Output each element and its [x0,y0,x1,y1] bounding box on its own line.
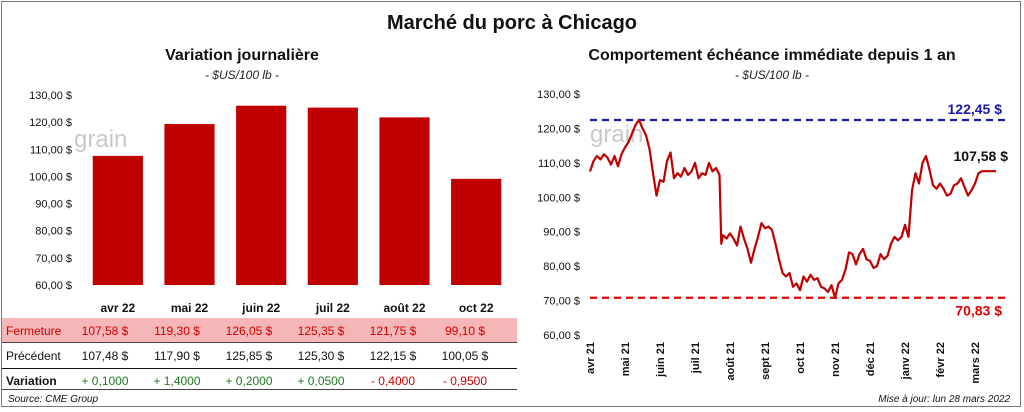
variation-cell: - 0,4000 [370,374,416,388]
left-bar-chart: grain 60,00 $ 70,00 $ 80,00 $ 90,00 $ 100,00 … [29,90,502,315]
y-tick-label: 80,00 $ [35,226,72,238]
x-tick-label: mai 21 [620,342,632,376]
y-tick-label: 60,00 $ [35,280,72,292]
variation-cell: + 0,1000 [81,374,129,388]
y-tick-label: 90,00 $ [35,199,72,211]
variation-cell: + 0,2000 [225,374,273,388]
x-tick-label: mars 22 [970,342,982,384]
x-tick-label: juin 21 [655,342,667,378]
left-chart-unit: - $US/100 lb - [204,68,280,82]
y-tick-label: 70,00 $ [35,253,72,265]
x-tick-label: févr 22 [935,342,947,377]
row-divider [2,342,517,343]
bar [236,105,287,285]
watermark-text: grain [74,126,127,153]
x-tick-label: oct 22 [459,301,494,315]
x-tick-label: oct 21 [795,342,807,374]
price-line [588,118,996,299]
x-tick-label: janv 22 [900,342,912,380]
footer-update: Mise à jour: lun 28 mars 2022 [878,394,1010,405]
left-chart-title: Variation journalière [165,47,319,64]
x-tick-label: juil 21 [690,342,702,374]
fermeture-cell: 126,05 $ [225,324,273,338]
y-tick-label: 130,00 $ [537,89,580,101]
bar [451,178,502,285]
price-table: Fermeture Précédent Variation 107,58 $ 1… [2,314,522,394]
bar [307,107,358,285]
y-tick-label: 100,00 $ [537,192,580,204]
precedent-cell: 100,05 $ [441,349,489,363]
footer-source: Source: CME Group [8,394,99,405]
variation-cell: - 0,9500 [442,374,488,388]
y-tick-label: 120,00 $ [537,123,580,135]
row-label-variation: Variation [6,374,57,388]
y-tick-label: 120,00 $ [29,117,72,129]
row-label-fermeture: Fermeture [6,324,62,338]
precedent-cell: 117,90 $ [154,349,200,363]
row-divider [2,389,517,390]
precedent-cell: 107,48 $ [81,349,129,363]
fermeture-cell: 107,58 $ [81,324,129,338]
fermeture-cell: 99,10 $ [444,324,486,338]
y-tick-label: 80,00 $ [543,261,580,273]
bar [164,124,215,286]
y-tick-label: 70,00 $ [543,296,580,308]
row-divider [2,368,517,369]
high-label: 122,45 $ [948,101,1003,117]
x-tick-label: nov 21 [830,342,842,377]
precedent-cell: 125,85 $ [225,349,273,363]
y-tick-label: 100,00 $ [29,171,72,183]
variation-cell: + 1,4000 [153,374,201,388]
y-tick-label: 90,00 $ [543,227,580,239]
x-tick-label: juil 22 [315,301,350,315]
x-tick-label: avr 21 [585,342,597,374]
y-tick-label: 60,00 $ [543,330,580,342]
x-tick-label: août 22 [383,301,425,315]
x-tick-label: sept 21 [760,342,772,380]
fermeture-cell: 125,35 $ [297,324,345,338]
precedent-cell: 125,30 $ [297,349,345,363]
y-tick-label: 110,00 $ [538,158,580,170]
low-label: 70,83 $ [955,303,1002,319]
precedent-cell: 122,15 $ [369,349,417,363]
y-tick-label: 130,00 $ [29,90,72,102]
x-tick-label: avr 22 [100,301,135,315]
x-tick-label: mai 22 [171,301,209,315]
y-tick-label: 110,00 $ [30,144,72,156]
fermeture-cell: 121,75 $ [369,324,417,338]
main-title: Marché du porc à Chicago [386,12,638,34]
fermeture-cell: 119,30 $ [154,324,200,338]
bar [92,155,143,285]
row-label-precedent: Précédent [6,349,61,363]
last-value-label: 107,58 $ [954,148,1009,164]
x-tick-label: déc 21 [865,342,877,376]
bar [379,117,430,286]
variation-cell: + 0,0500 [297,374,345,388]
x-tick-label: juin 22 [241,301,280,315]
right-chart-unit: - $US/100 lb - [734,68,810,82]
row-fermeture-bg [2,318,517,342]
x-tick-label: août 21 [725,342,737,381]
right-chart-title: Comportement échéance immédiate depuis 1… [588,47,956,64]
